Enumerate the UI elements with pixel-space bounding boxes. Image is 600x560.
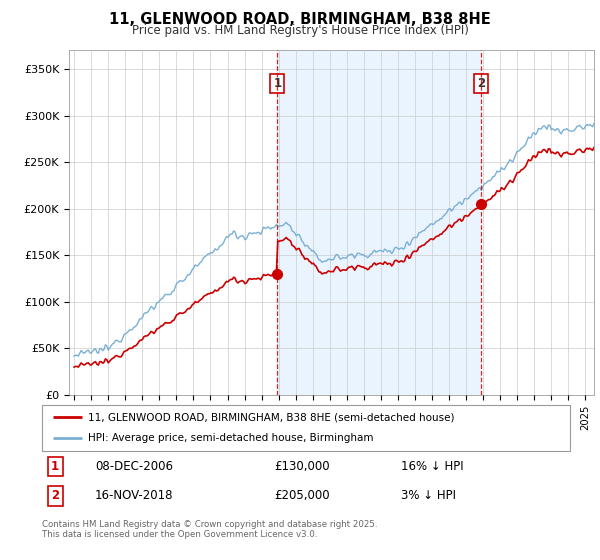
Text: 11, GLENWOOD ROAD, BIRMINGHAM, B38 8HE (semi-detached house): 11, GLENWOOD ROAD, BIRMINGHAM, B38 8HE (… <box>88 412 455 422</box>
Text: 1: 1 <box>273 77 281 90</box>
Text: £130,000: £130,000 <box>274 460 330 473</box>
Text: 11, GLENWOOD ROAD, BIRMINGHAM, B38 8HE: 11, GLENWOOD ROAD, BIRMINGHAM, B38 8HE <box>109 12 491 27</box>
Text: 3% ↓ HPI: 3% ↓ HPI <box>401 489 456 502</box>
Text: 08-DEC-2006: 08-DEC-2006 <box>95 460 173 473</box>
Text: Price paid vs. HM Land Registry's House Price Index (HPI): Price paid vs. HM Land Registry's House … <box>131 24 469 37</box>
Bar <box>277 50 481 395</box>
Text: 2: 2 <box>477 77 485 90</box>
Text: Contains HM Land Registry data © Crown copyright and database right 2025.
This d: Contains HM Land Registry data © Crown c… <box>42 520 377 539</box>
Text: 2: 2 <box>51 489 59 502</box>
Text: HPI: Average price, semi-detached house, Birmingham: HPI: Average price, semi-detached house,… <box>88 433 374 444</box>
Text: £205,000: £205,000 <box>274 489 330 502</box>
Text: 16-NOV-2018: 16-NOV-2018 <box>95 489 173 502</box>
Text: 16% ↓ HPI: 16% ↓ HPI <box>401 460 464 473</box>
FancyBboxPatch shape <box>42 405 570 451</box>
Text: 1: 1 <box>51 460 59 473</box>
